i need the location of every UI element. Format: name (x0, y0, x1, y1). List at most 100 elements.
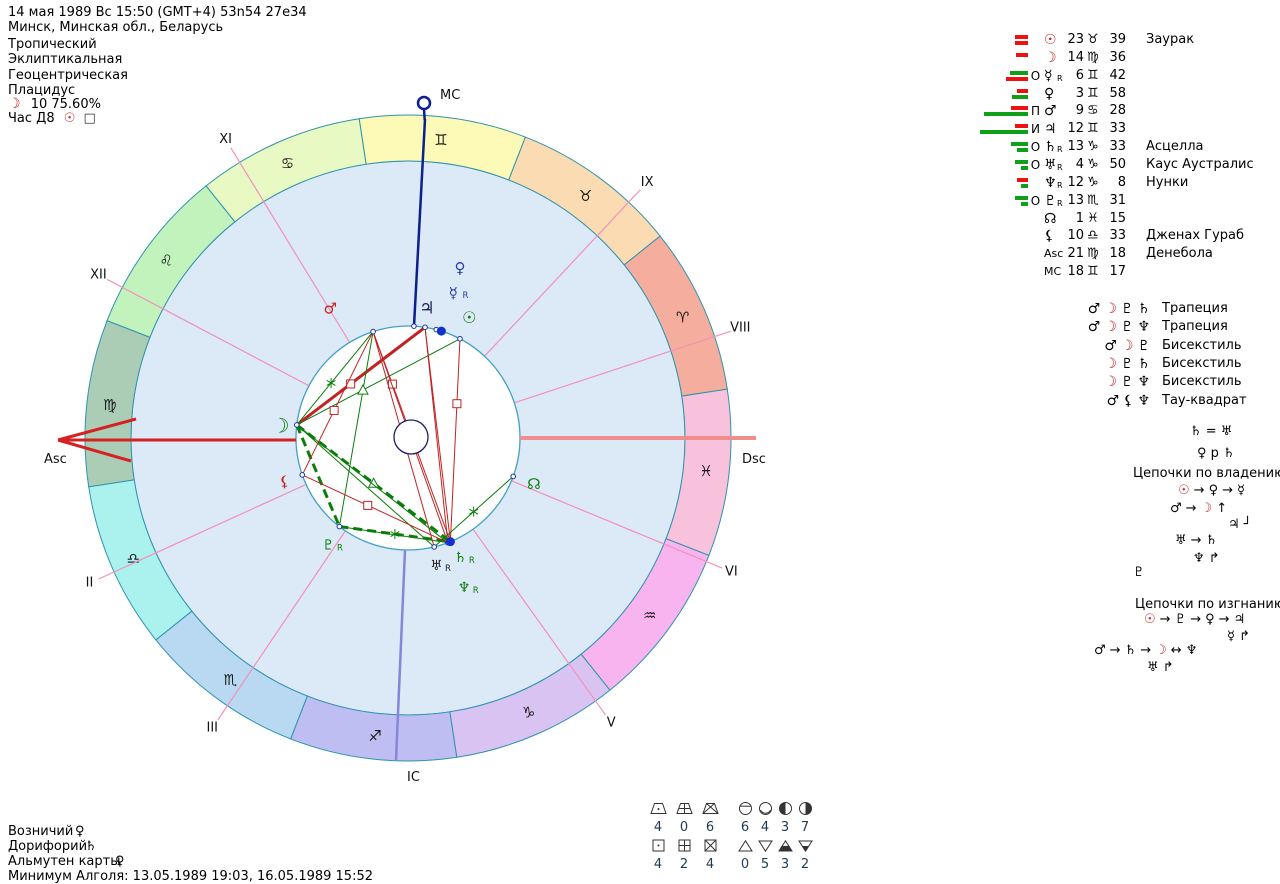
sign-icon: ♏ (1087, 192, 1099, 208)
sign-glyph-scorpio: ♏ (224, 671, 238, 689)
planet-glyph-mars[interactable]: ♂ (324, 300, 337, 318)
planet-row-saturn[interactable]: O ♄ R 13 ♑ 33 Асцелла (986, 138, 1280, 156)
sign-glyph-libra: ♎ (127, 550, 140, 568)
aspect-pattern-row[interactable]: ♂ ⚸ ♆ Тау-квадрат (1040, 392, 1280, 410)
sign-icon: ♍ (1087, 49, 1099, 65)
pattern-label: Трапеция (1162, 319, 1228, 335)
planet-row-mc[interactable]: MC 18 ♊ 17 (986, 263, 1280, 281)
degree-value: 14 (1067, 49, 1084, 65)
planet-icon: ♂ (1087, 319, 1101, 336)
chart-settings: Тропический Эклиптикальная Геоцентрическ… (8, 37, 128, 98)
chains-rulership-title: Цепочки по владению (1133, 466, 1280, 481)
fixed-star-name: Дженах Гураб (1146, 228, 1245, 244)
sign-icon: ♊ (1087, 67, 1099, 83)
planet-icon: ☽ (1104, 355, 1117, 372)
chain-token: ♂ (1170, 501, 1182, 516)
house-cusp-XII (106, 278, 310, 387)
square-aspect-icon (346, 379, 356, 389)
sign-icon: ♑ (1087, 139, 1099, 155)
trapezoid-dot-icon (649, 802, 667, 815)
triangle-down-icon (757, 840, 773, 852)
sign-segment-pisces[interactable] (665, 388, 732, 556)
planet-position-dot (299, 472, 306, 478)
jupiter-icon: ♃ (1044, 121, 1057, 138)
house-label-V: V (607, 715, 616, 730)
asc-icon: Asc (1044, 247, 1064, 261)
aspect-line (338, 331, 374, 527)
planet-row-uranus[interactable]: O ♅ R 4 ♑ 50 Каус Аустралис (986, 156, 1280, 174)
pattern-label: Тау-квадрат (1162, 392, 1247, 408)
aspect-pattern-row[interactable]: ♂ ☽ ♇ ♆ Трапеция (1040, 318, 1280, 336)
planet-row-venus[interactable]: ♀ 3 ♊ 58 (986, 85, 1280, 103)
planet-glyph-mercury[interactable]: ☿ (449, 284, 458, 302)
chain-token: ♇ (1174, 612, 1187, 627)
minute-value: 58 (1109, 85, 1126, 101)
planet-row-moon[interactable]: ☽ 14 ♍ 36 (986, 49, 1280, 67)
venus-icon: ♀ (75, 824, 85, 839)
house-cusp-V (472, 528, 606, 716)
chain-token: ♀ (1208, 483, 1219, 498)
sextile-aspect-icon (326, 379, 336, 386)
planet-row-sun[interactable]: ☉ 23 ♉ 39 Заурак (986, 31, 1280, 49)
planetary-hour-label: Час Д8 (8, 111, 55, 126)
aspect-pattern-row[interactable]: ☽ ♇ ♆ Бисекстиль (1040, 373, 1280, 391)
aspect-pattern-row[interactable]: ♂ ☽ ♇ Бисекстиль (1040, 337, 1280, 355)
dignity-line: ♄ = ♅ (1190, 424, 1233, 439)
chain-line: ♂ → ♄ → ☽ ↔ ♆ (1092, 643, 1199, 658)
planet-glyph-moon[interactable]: ☽ (272, 414, 290, 438)
minute-value: 50 (1109, 156, 1126, 172)
retrograde-mark: R (337, 544, 343, 554)
planet-glyph-jupiter[interactable]: ♃ (419, 298, 434, 318)
aspect-line (301, 331, 374, 476)
planet-row-neptune[interactable]: ♆ R 12 ♑ 8 Нунки (986, 174, 1280, 192)
planet-row-node[interactable]: ☊ 1 ♓ 15 (986, 210, 1280, 228)
footer-info: Возничий ♀ Дорифорий ♄ Альмутен карты ♀ … (8, 824, 373, 884)
strength-bar-green (1021, 165, 1028, 170)
chain-token: ♆ (1193, 551, 1205, 566)
strength-bar-red (1015, 35, 1028, 39)
aspect-line (295, 326, 426, 427)
chain-token: ☉ (1144, 612, 1156, 627)
node-icon: ☊ (1044, 210, 1057, 227)
planet-glyph-sun[interactable]: ☉ (462, 308, 476, 327)
planet-position-dot (457, 335, 463, 342)
mc-icon: MC (1044, 265, 1062, 279)
house-label-VI: VI (725, 564, 738, 579)
planet-row-lilith[interactable]: ⚸ 10 ♎ 33 Дженах Гураб (986, 227, 1280, 245)
chain-token: ♄ (1205, 533, 1218, 548)
aspect-pattern-row[interactable]: ☽ ♇ ♄ Бисекстиль (1040, 355, 1280, 373)
planet-glyph-saturn[interactable]: ♄ (454, 550, 467, 566)
planet-row-asc[interactable]: Asc 21 ♍ 18 Денебола (986, 245, 1280, 263)
count-value: 7 (800, 819, 810, 835)
sign-icon: ♊ (1087, 85, 1099, 101)
planet-row-mercury[interactable]: O ☿ R 6 ♊ 42 (986, 67, 1280, 85)
planet-glyph-lilith[interactable]: ⚸ (279, 473, 290, 491)
chain-token: ↔ (1170, 643, 1182, 658)
count-value: 3 (780, 819, 790, 835)
planet-glyph-uranus[interactable]: ♅ (430, 558, 443, 574)
minute-value: 42 (1109, 67, 1126, 83)
minute-value: 33 (1109, 121, 1126, 137)
aspect-pattern-row[interactable]: ♂ ☽ ♇ ♄ Трапеция (1040, 300, 1280, 318)
setting-house-system: Плацидус (8, 82, 76, 98)
chart-location: Минск, Минская обл., Беларусь (8, 20, 224, 35)
chain-token: ♅ (1147, 660, 1159, 675)
minute-value: 15 (1109, 210, 1126, 226)
aspect-line (339, 526, 448, 544)
planet-glyph-venus[interactable]: ♀ (455, 259, 466, 277)
planet-glyph-neptune[interactable]: ♆ (458, 580, 471, 596)
count-value: 4 (760, 819, 770, 835)
planet-glyph-pluto[interactable]: ♇ (322, 538, 335, 554)
planet-glyph-node[interactable]: ☊ (527, 475, 540, 493)
planet-row-jupiter[interactable]: И ♃ 12 ♊ 33 (980, 120, 1280, 138)
planet-icon: ♂ (1106, 392, 1120, 409)
planet-row-mars[interactable]: П ♂ 9 ♋ 28 (984, 102, 1280, 120)
minute-value: 33 (1109, 228, 1126, 244)
planet-row-pluto[interactable]: O ♇ R 13 ♏ 31 (986, 192, 1280, 210)
count-value: 4 (705, 856, 715, 872)
aspect-line (449, 338, 461, 542)
planet-position-table: ☉ 23 ♉ 39 Заурак ☽ 14 ♍ 36 O ☿ R 6 ♊ 42 ♀ 3 ♊ 58 П ♂ 9 ♋ 28 И ♃ 12… (980, 31, 1280, 283)
sign-glyph-pisces: ♓ (699, 462, 712, 480)
sign-icon: ♋ (1087, 103, 1099, 119)
